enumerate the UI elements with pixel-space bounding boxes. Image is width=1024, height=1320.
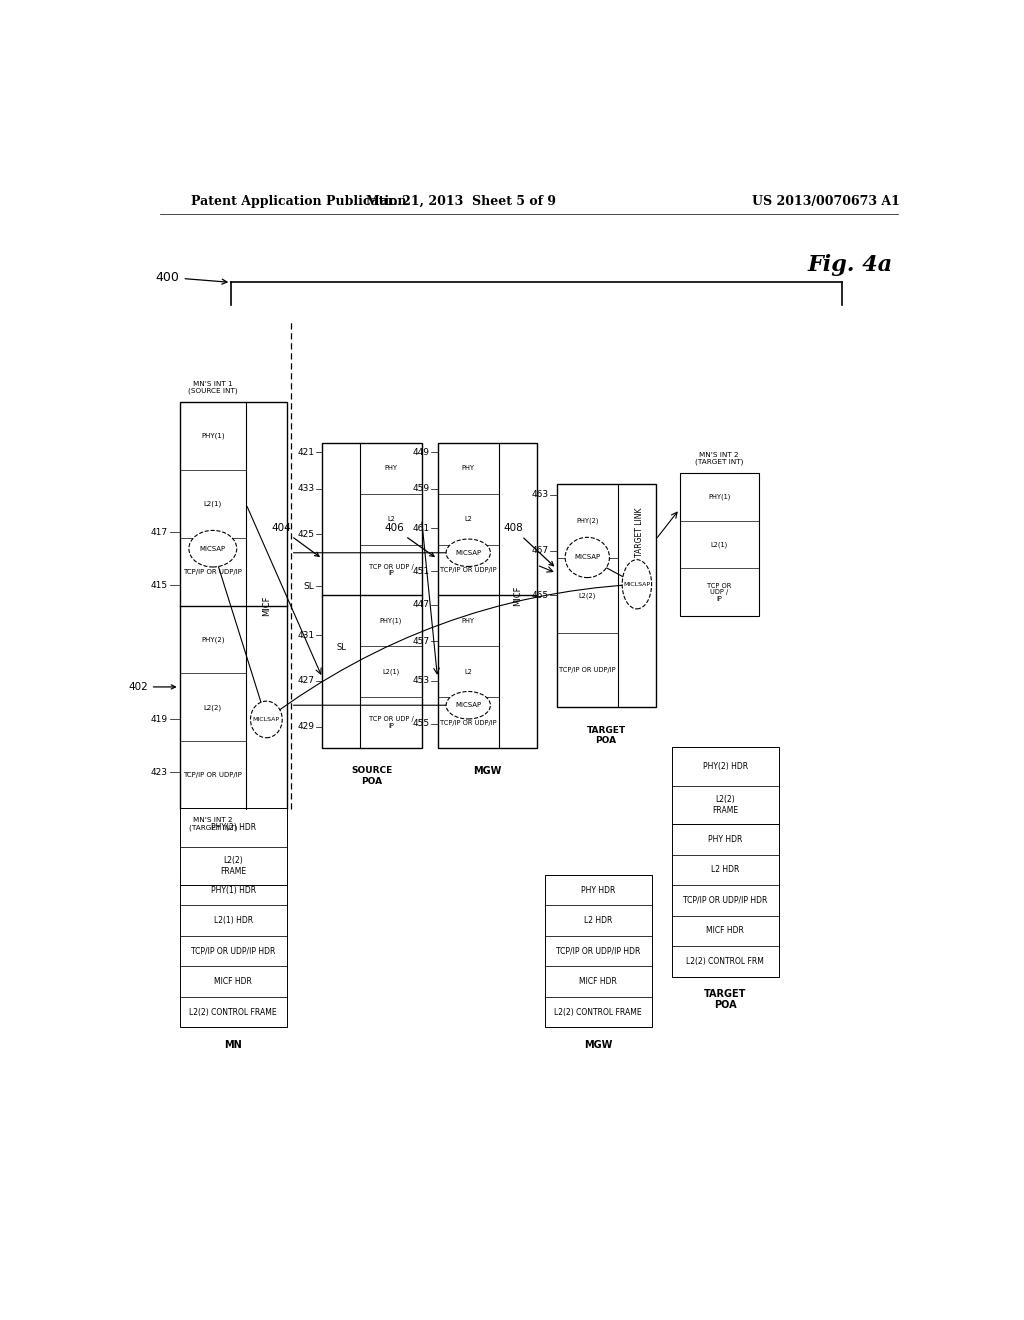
Text: L2: L2 — [464, 669, 472, 675]
Text: L2(1): L2(1) — [711, 541, 728, 548]
Text: TCP OR
UDP /
IP: TCP OR UDP / IP — [707, 582, 731, 602]
Text: MICF HDR: MICF HDR — [580, 977, 617, 986]
Text: 402: 402 — [128, 682, 175, 692]
Text: L2(2)
FRAME: L2(2) FRAME — [220, 857, 246, 875]
Text: TCP OR UDP /
IP: TCP OR UDP / IP — [369, 717, 414, 729]
Text: TCP/IP OR UDP/IP HDR: TCP/IP OR UDP/IP HDR — [683, 896, 767, 906]
Text: Mar. 21, 2013  Sheet 5 of 9: Mar. 21, 2013 Sheet 5 of 9 — [367, 194, 556, 207]
Text: L2(1): L2(1) — [204, 500, 222, 507]
Text: MICSAP: MICSAP — [456, 549, 481, 556]
Text: TCP/IP OR UDP/IP: TCP/IP OR UDP/IP — [440, 568, 497, 573]
Text: PHY(2): PHY(2) — [201, 636, 224, 643]
Text: L2(1) HDR: L2(1) HDR — [214, 916, 253, 925]
Text: MN'S INT 2
(TARGET INT): MN'S INT 2 (TARGET INT) — [695, 451, 743, 466]
Text: TCP OR UDP /
IP: TCP OR UDP / IP — [369, 564, 414, 577]
Text: PHY(1) HDR: PHY(1) HDR — [211, 886, 256, 895]
Text: MICLSAP: MICLSAP — [624, 582, 650, 587]
Text: 419: 419 — [151, 715, 168, 723]
Text: L2(2)
FRAME: L2(2) FRAME — [712, 795, 738, 814]
Text: 417: 417 — [151, 528, 168, 537]
Text: 461: 461 — [413, 524, 430, 533]
Text: MICSAP: MICSAP — [574, 554, 600, 561]
Bar — [557, 483, 655, 708]
Text: MN'S INT 1
(SOURCE INT): MN'S INT 1 (SOURCE INT) — [188, 380, 238, 395]
Text: L2(2): L2(2) — [579, 593, 596, 599]
Ellipse shape — [623, 560, 651, 609]
Text: US 2013/0070673 A1: US 2013/0070673 A1 — [753, 194, 900, 207]
Text: PHY(1): PHY(1) — [708, 494, 730, 500]
Text: 447: 447 — [413, 601, 430, 609]
Text: TCP/IP OR UDP/IP: TCP/IP OR UDP/IP — [440, 719, 497, 726]
Text: SL: SL — [336, 643, 346, 652]
Text: MGW: MGW — [584, 1040, 612, 1049]
Bar — [672, 824, 779, 977]
Text: MICLSAP: MICLSAP — [253, 717, 280, 722]
Text: 453: 453 — [413, 676, 430, 685]
Text: 425: 425 — [298, 529, 314, 539]
Text: MN: MN — [224, 1040, 242, 1049]
Bar — [680, 474, 759, 615]
Text: L2(2) CONTROL FRAME: L2(2) CONTROL FRAME — [189, 1007, 276, 1016]
Text: L2: L2 — [387, 516, 395, 523]
Text: TARGET
POA: TARGET POA — [587, 726, 626, 744]
Ellipse shape — [188, 531, 237, 568]
Bar — [179, 875, 287, 1027]
Text: L2(2) CONTROL FRAME: L2(2) CONTROL FRAME — [554, 1007, 642, 1016]
Text: Patent Application Publication: Patent Application Publication — [191, 194, 407, 207]
Text: 423: 423 — [151, 768, 168, 776]
Text: PHY(1): PHY(1) — [380, 618, 402, 624]
Text: SL: SL — [304, 582, 314, 591]
Text: PHY: PHY — [462, 466, 475, 471]
Ellipse shape — [251, 701, 283, 738]
Text: TCP/IP OR UDP/IP: TCP/IP OR UDP/IP — [183, 569, 243, 574]
Text: TCP/IP OR UDP/IP HDR: TCP/IP OR UDP/IP HDR — [556, 946, 640, 956]
Text: Fig. 4a: Fig. 4a — [808, 255, 893, 276]
Text: SOURCE
POA: SOURCE POA — [351, 766, 392, 785]
Text: PHY(2) HDR: PHY(2) HDR — [702, 762, 748, 771]
Text: MICF HDR: MICF HDR — [214, 977, 252, 986]
Text: PHY: PHY — [384, 466, 397, 471]
Text: PHY(1): PHY(1) — [201, 433, 224, 440]
Text: L2 HDR: L2 HDR — [584, 916, 612, 925]
Text: L2 HDR: L2 HDR — [711, 866, 739, 874]
Text: MICSAP: MICSAP — [456, 702, 481, 709]
Text: PHY HDR: PHY HDR — [708, 834, 742, 843]
Text: 451: 451 — [413, 566, 430, 576]
Bar — [545, 875, 652, 1027]
Text: MGW: MGW — [473, 766, 502, 776]
Text: MN'S INT 2
(TARGET INT): MN'S INT 2 (TARGET INT) — [188, 817, 237, 830]
Text: 429: 429 — [298, 722, 314, 731]
Text: 433: 433 — [297, 484, 314, 494]
Text: TCP/IP OR UDP/IP: TCP/IP OR UDP/IP — [559, 667, 615, 673]
Bar — [437, 444, 537, 748]
Text: TCP/IP OR UDP/IP: TCP/IP OR UDP/IP — [183, 772, 243, 777]
Text: 400: 400 — [156, 271, 227, 284]
Text: PHY(2) HDR: PHY(2) HDR — [211, 822, 256, 832]
Bar — [179, 808, 287, 886]
Text: 457: 457 — [413, 636, 430, 645]
Text: 455: 455 — [413, 719, 430, 729]
Text: 406: 406 — [384, 523, 434, 557]
Bar — [672, 747, 779, 824]
Text: 431: 431 — [297, 631, 314, 640]
Text: PHY: PHY — [462, 618, 475, 624]
Text: MICF: MICF — [513, 585, 522, 606]
Bar — [323, 444, 422, 748]
Text: 427: 427 — [298, 676, 314, 685]
Text: PHY HDR: PHY HDR — [581, 886, 615, 895]
Text: 408: 408 — [504, 523, 554, 566]
Text: MICF HDR: MICF HDR — [707, 927, 744, 936]
Text: MICSAP: MICSAP — [200, 545, 226, 552]
Text: L2(1): L2(1) — [382, 668, 399, 675]
Text: 467: 467 — [531, 546, 549, 556]
Text: PHY(2): PHY(2) — [577, 517, 599, 524]
Text: 459: 459 — [413, 484, 430, 494]
Text: L2(2) CONTROL FRM: L2(2) CONTROL FRM — [686, 957, 764, 966]
Text: MICF: MICF — [262, 595, 271, 616]
Text: 404: 404 — [271, 523, 319, 557]
Text: 415: 415 — [151, 581, 168, 590]
Ellipse shape — [446, 692, 490, 719]
Text: TARGET
POA: TARGET POA — [703, 989, 746, 1010]
Text: MICF: MICF — [633, 585, 641, 606]
Bar — [179, 403, 287, 809]
